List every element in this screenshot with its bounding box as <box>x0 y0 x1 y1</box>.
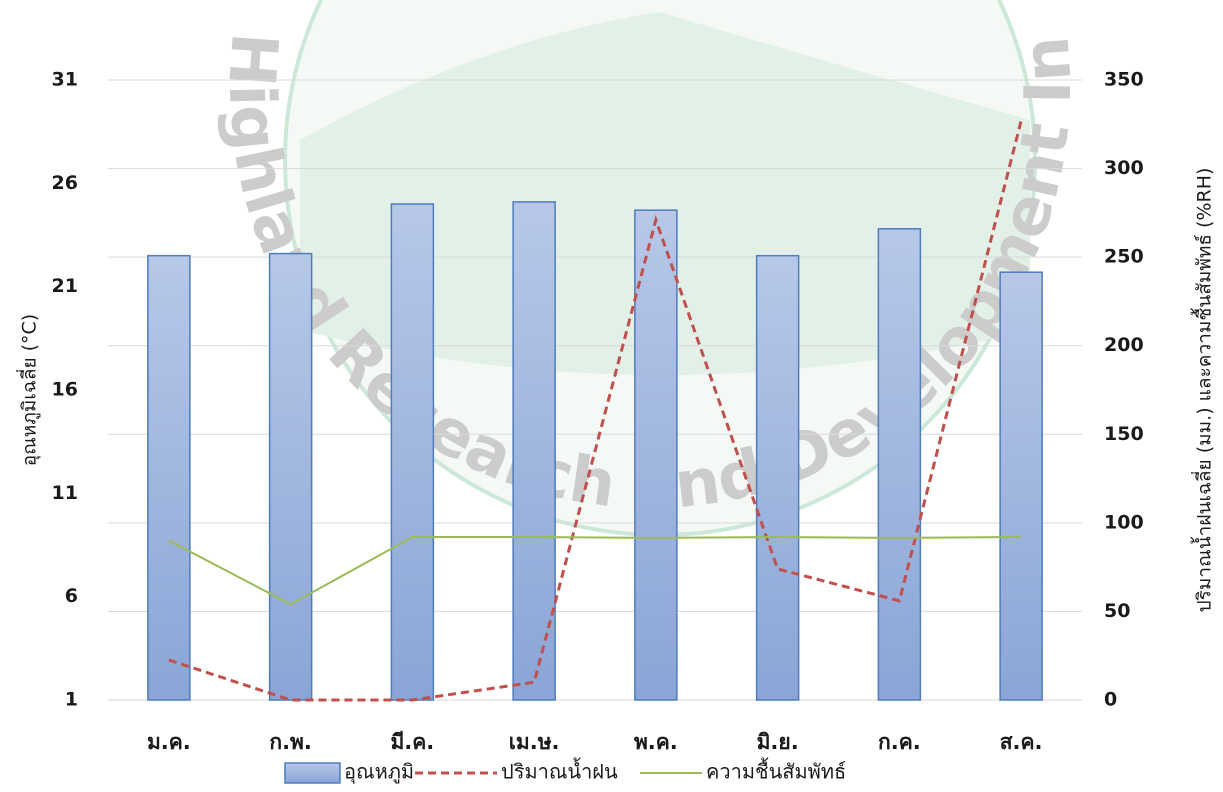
legend-label: ความชื้นสัมพัทธ์ <box>706 758 846 784</box>
y-tick-label: 11 <box>52 482 78 504</box>
x-tick-label: ส.ค. <box>1000 730 1043 754</box>
y2-tick-label: 50 <box>1104 600 1130 622</box>
legend-swatch <box>285 763 340 783</box>
y-tick-label: 21 <box>52 275 78 297</box>
x-tick-label: ก.พ. <box>269 730 312 754</box>
x-tick-label: พ.ค. <box>634 730 678 754</box>
bar <box>878 229 920 700</box>
chart: Highland Research and Development Instit… <box>0 0 1223 788</box>
y-tick-label: 6 <box>65 585 78 607</box>
y2-tick-label: 250 <box>1104 246 1144 268</box>
bar <box>635 210 677 700</box>
y-tick-label: 16 <box>52 379 78 401</box>
y2-tick-label: 200 <box>1104 334 1144 356</box>
y2-tick-label: 300 <box>1104 157 1144 179</box>
y2-tick-label: 150 <box>1104 423 1144 445</box>
y-axis-title: อุณหภูมิเฉลี่ย (°C) <box>16 314 42 466</box>
bar <box>148 256 190 700</box>
y-tick-label: 26 <box>52 172 78 194</box>
bar <box>757 256 799 700</box>
x-tick-label: ม.ค. <box>147 730 191 754</box>
bar <box>1000 272 1042 700</box>
y-tick-label: 31 <box>52 69 78 91</box>
bar <box>270 254 312 700</box>
y-tick-label: 1 <box>65 689 78 711</box>
y2-axis-title: ปริมาณน้ำฝนเฉลี่ย (มม.) และความชื้นสัมพั… <box>1191 168 1216 613</box>
x-tick-label: มิ.ย. <box>757 730 799 754</box>
y2-tick-label: 0 <box>1104 689 1117 711</box>
y2-tick-label: 350 <box>1104 69 1144 91</box>
x-tick-label: มี.ค. <box>390 730 434 754</box>
legend-label: ปริมาณน้ำฝน <box>501 758 618 784</box>
bar <box>391 204 433 700</box>
legend-label: อุณหภูมิ <box>344 760 414 785</box>
y2-tick-label: 100 <box>1104 511 1144 533</box>
x-tick-label: เม.ษ. <box>509 730 560 754</box>
x-tick-label: ก.ค. <box>878 730 921 754</box>
